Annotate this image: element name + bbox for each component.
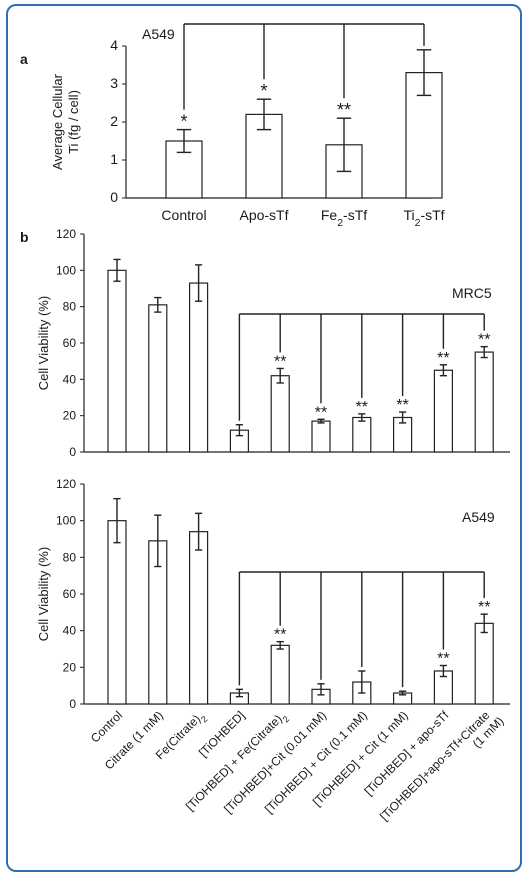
significance-marker: ** bbox=[396, 397, 408, 414]
y-axis-label: Cell Viability (%) bbox=[36, 547, 51, 641]
y-tick-label: 100 bbox=[56, 263, 76, 277]
y-tick-label: 120 bbox=[56, 477, 76, 491]
significance-marker: * bbox=[260, 81, 267, 101]
x-tick-label: Fe2-sTf bbox=[321, 207, 367, 229]
y-tick-label: 100 bbox=[56, 514, 76, 528]
y-tick-label: 4 bbox=[110, 37, 118, 53]
y-tick-label: 0 bbox=[69, 445, 76, 459]
y-tick-label: 1 bbox=[110, 151, 118, 167]
y-tick-label: 120 bbox=[56, 227, 76, 241]
chart-panel-2: 0 20 40 60 80 100 120 Cell Viability (%) A549 ** *… bbox=[36, 477, 510, 823]
y-axis-label: Average CellularTi (fg / cell) bbox=[50, 73, 81, 170]
significance-marker: ** bbox=[437, 651, 449, 668]
chart-panel-1: 0 20 40 60 80 100 120 Cell Viability (%) b MRC5 **… bbox=[20, 227, 510, 459]
panel-annotation: A549 bbox=[142, 26, 175, 42]
significance-marker: ** bbox=[315, 404, 327, 421]
y-tick-label: 40 bbox=[63, 624, 77, 638]
y-tick-label: 2 bbox=[110, 113, 118, 129]
y-tick-label: 20 bbox=[63, 409, 77, 423]
x-tick-label: Ti2-sTf bbox=[403, 207, 444, 229]
bar bbox=[311, 420, 331, 453]
chart-panel-0: 0 1 2 3 4 Average CellularTi (fg / cell) a A549… bbox=[20, 23, 445, 229]
bar bbox=[270, 375, 290, 453]
bar bbox=[245, 113, 283, 199]
y-tick-label: 0 bbox=[110, 189, 118, 205]
panel-annotation: MRC5 bbox=[452, 285, 492, 301]
panel-annotation: A549 bbox=[462, 509, 495, 525]
bar bbox=[189, 531, 209, 705]
significance-marker: ** bbox=[356, 399, 368, 416]
y-tick-label: 3 bbox=[110, 75, 118, 91]
panel-label: b bbox=[20, 229, 29, 245]
y-tick-label: 0 bbox=[69, 697, 76, 711]
y-tick-label: 80 bbox=[63, 550, 77, 564]
y-tick-label: 40 bbox=[63, 372, 77, 386]
y-axis-label: Cell Viability (%) bbox=[36, 296, 51, 390]
bar bbox=[474, 622, 494, 705]
panel-label: a bbox=[20, 51, 28, 67]
bar bbox=[189, 282, 209, 453]
bar bbox=[107, 520, 127, 705]
significance-marker: ** bbox=[478, 332, 490, 349]
significance-marker: ** bbox=[274, 353, 286, 370]
significance-marker: ** bbox=[337, 100, 351, 120]
y-tick-label: 60 bbox=[63, 336, 77, 350]
bar bbox=[474, 351, 494, 453]
x-tick-label: Control bbox=[88, 708, 125, 745]
significance-marker: ** bbox=[437, 350, 449, 367]
bar bbox=[270, 644, 290, 705]
bar bbox=[433, 369, 453, 453]
y-tick-label: 80 bbox=[63, 300, 77, 314]
x-tick-label: Control bbox=[161, 207, 206, 223]
significance-marker: ** bbox=[478, 599, 490, 616]
y-tick-label: 20 bbox=[63, 660, 77, 674]
bar bbox=[107, 269, 127, 453]
y-tick-label: 60 bbox=[63, 587, 77, 601]
significance-marker: ** bbox=[274, 627, 286, 644]
x-tick-label: Apo-sTf bbox=[239, 207, 288, 223]
bar bbox=[352, 416, 372, 453]
significance-marker: * bbox=[180, 112, 187, 132]
bar bbox=[148, 304, 168, 453]
